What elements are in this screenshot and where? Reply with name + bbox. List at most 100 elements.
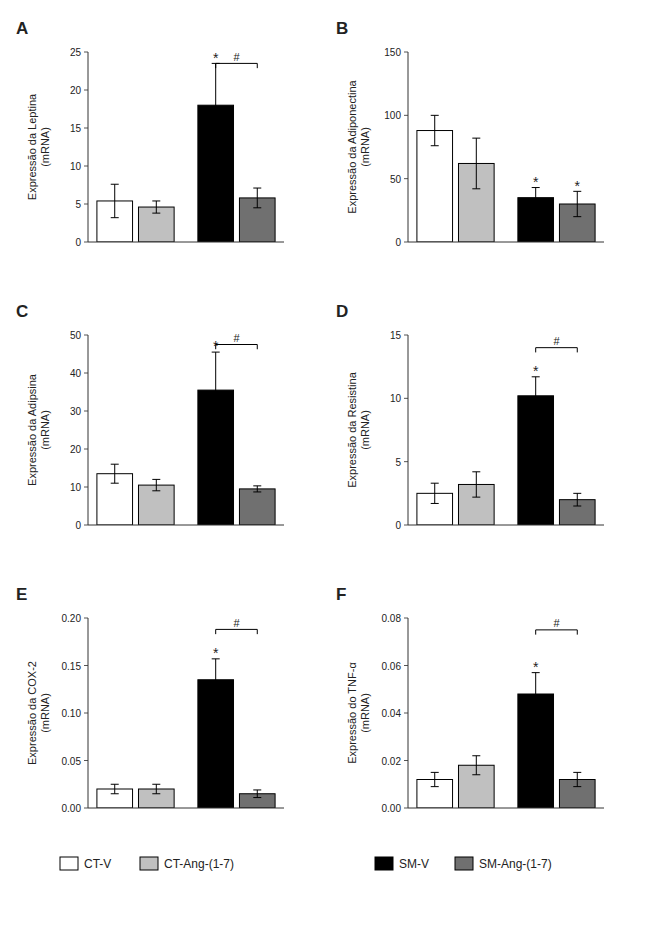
error-cap [431, 145, 439, 146]
error-cap [532, 715, 540, 716]
error-cap [431, 786, 439, 787]
error-bar [212, 352, 220, 428]
y-tick [404, 242, 408, 243]
y-axis-label-line: Expressão do TNF-α [346, 662, 358, 764]
y-tick [84, 411, 88, 412]
error-cap [532, 414, 540, 415]
error-bar [152, 201, 160, 213]
y-tick-label: 10 [70, 482, 82, 493]
error-bar [253, 790, 261, 798]
y-tick [404, 713, 408, 714]
error-bar [532, 673, 540, 716]
y-tick [404, 178, 408, 179]
y-axis-label: Expressão da Adiponectina(mRNA) [346, 79, 371, 213]
bracket-label: # [233, 332, 240, 344]
y-tick [84, 128, 88, 129]
error-bar [472, 138, 480, 189]
y-axis-label-line: (mRNA) [359, 693, 371, 733]
panel: AExpressão da Leptina(mRNA)0510152025*# [16, 19, 284, 248]
y-axis [408, 52, 409, 242]
y-tick-label: 5 [75, 199, 81, 210]
error-bar [111, 464, 119, 483]
error-stem [215, 659, 216, 701]
error-cap [152, 213, 160, 214]
error-stem [215, 63, 216, 147]
error-stem [535, 377, 536, 415]
error-cap [472, 138, 480, 139]
y-tick [404, 808, 408, 809]
bracket-label: # [233, 51, 240, 63]
y-axis-label-line: (mRNA) [359, 410, 371, 450]
error-bar [431, 115, 439, 145]
y-axis-label-line: (mRNA) [39, 127, 51, 167]
y-tick-label: 0.10 [62, 708, 82, 719]
error-bar [253, 486, 261, 492]
bracket [216, 345, 258, 350]
y-tick [404, 525, 408, 526]
error-cap [111, 217, 119, 218]
bracket [536, 348, 578, 353]
y-tick-label: 5 [395, 457, 401, 468]
panel-label: A [16, 19, 28, 38]
marks [97, 659, 275, 808]
y-axis-label-line: (mRNA) [359, 127, 371, 167]
error-cap [472, 471, 480, 472]
error-cap [152, 784, 160, 785]
y-tick [404, 335, 408, 336]
legend-label: SM-Ang-(1-7) [479, 857, 552, 871]
y-axis-label: Expressão da Adipsina(mRNA) [26, 373, 51, 486]
y-tick-label: 10 [390, 393, 402, 404]
y-tick [404, 52, 408, 53]
error-cap [111, 184, 119, 185]
bar [239, 489, 275, 525]
y-tick-label: 25 [70, 47, 82, 58]
y-tick-label: 15 [70, 123, 82, 134]
error-cap [212, 147, 220, 148]
significance-star: * [213, 645, 219, 661]
error-bar [472, 472, 480, 497]
error-stem [476, 138, 477, 189]
y-tick-label: 20 [70, 85, 82, 96]
y-tick-label: 0.08 [382, 613, 402, 624]
error-cap [573, 493, 581, 494]
y-axis-label-line: Expressão da Adipsina [26, 373, 38, 486]
y-tick-label: 30 [70, 406, 82, 417]
error-cap [111, 793, 119, 794]
y-tick [404, 618, 408, 619]
significance-star: * [575, 178, 581, 194]
bar [138, 485, 174, 525]
marks [417, 377, 595, 525]
error-cap [253, 188, 261, 189]
error-bar [212, 63, 220, 147]
error-cap [212, 428, 220, 429]
error-bar [532, 377, 540, 415]
error-bar [573, 191, 581, 216]
error-bar [573, 772, 581, 786]
bracket-label: # [553, 335, 560, 347]
y-tick-label: 40 [70, 368, 82, 379]
y-tick [84, 373, 88, 374]
legend-swatch [455, 857, 473, 870]
marks [97, 63, 275, 242]
error-bar [152, 479, 160, 490]
error-cap [111, 483, 119, 484]
panel-label: D [336, 302, 348, 321]
y-tick [84, 335, 88, 336]
error-cap [573, 506, 581, 507]
y-axis-label-line: Expressão da Leptina [26, 93, 38, 200]
significance-star: * [533, 174, 539, 190]
error-bar [212, 659, 220, 701]
y-tick-label: 0 [395, 237, 401, 248]
y-tick-label: 0.05 [62, 756, 82, 767]
panel: CExpressão da Adipsina(mRNA)01020304050*… [16, 302, 284, 531]
error-stem [156, 201, 157, 213]
y-tick-label: 50 [70, 330, 82, 341]
error-cap [152, 200, 160, 201]
error-cap [431, 503, 439, 504]
error-stem [535, 188, 536, 208]
y-axis [88, 52, 89, 242]
bracket-label: # [553, 617, 560, 629]
error-stem [476, 472, 477, 497]
y-tick-label: 20 [70, 444, 82, 455]
y-tick-label: 0.00 [382, 803, 402, 814]
